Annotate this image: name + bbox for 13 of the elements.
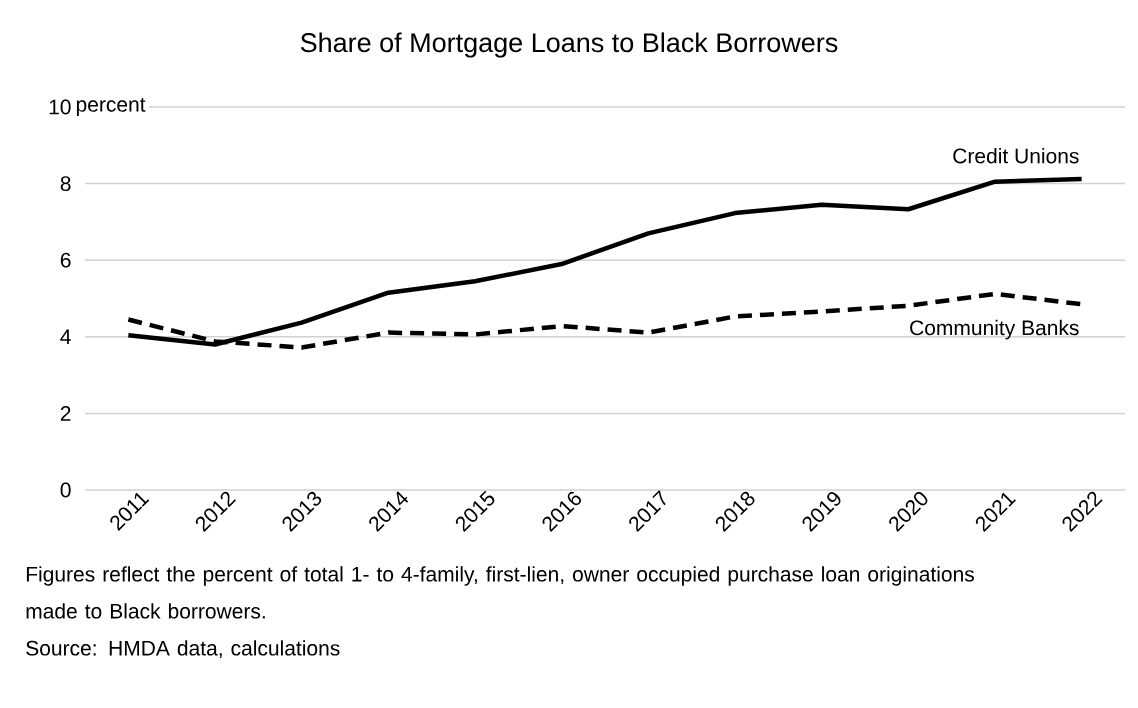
- y-tick-label: 8: [60, 176, 71, 192]
- y-axis-title: percent: [76, 98, 146, 116]
- line-series: [126, 176, 1084, 347]
- series-label: Community Banks: [910, 319, 1079, 340]
- y-tick-label: 2: [60, 406, 71, 421]
- y-tick-label: 4: [60, 329, 71, 345]
- source-note: Source: HMDA data, calculations: [26, 640, 340, 659]
- chart-title: Share of Mortgage Loans to Black Borrowers: [300, 32, 838, 58]
- series-label: Credit Unions: [953, 147, 1079, 164]
- y-tick-label: 0: [60, 482, 71, 498]
- text: Figures reflect the percent of total 1- to 4-family, first-lien, owner occupied purchase loan originations made to Black borrowers.: [26, 566, 974, 619]
- y-tick-label: 10: [49, 99, 71, 115]
- y-tick-label: 6: [60, 252, 71, 268]
